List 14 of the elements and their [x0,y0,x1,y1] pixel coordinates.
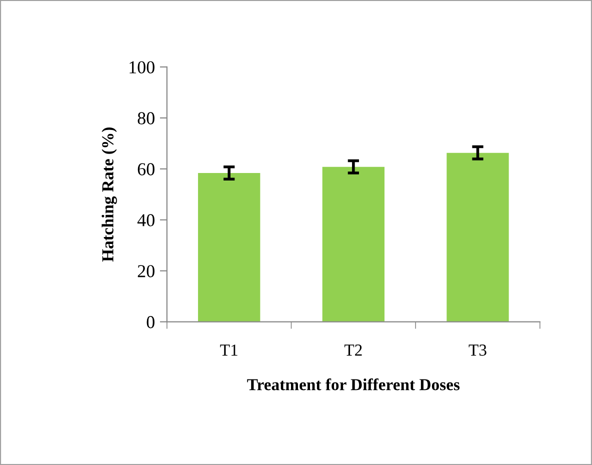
x-tick-label: T2 [344,344,362,356]
y-tick-label: 80 [138,112,154,124]
y-tick-label: 0 [146,316,154,328]
bar [198,172,260,322]
bar [446,152,509,322]
x-tick-label: T3 [468,344,486,356]
x-axis-title: Treatment for Different Doses [247,378,460,390]
y-tick-label: 20 [138,265,154,278]
bar [322,166,385,322]
y-tick-label: 100 [130,61,154,74]
y-tick-label: 60 [138,163,154,176]
y-tick-label: 40 [137,214,154,226]
x-tick-label: T1 [220,344,238,356]
y-axis-title: Hatching Rate (%) [102,128,117,262]
